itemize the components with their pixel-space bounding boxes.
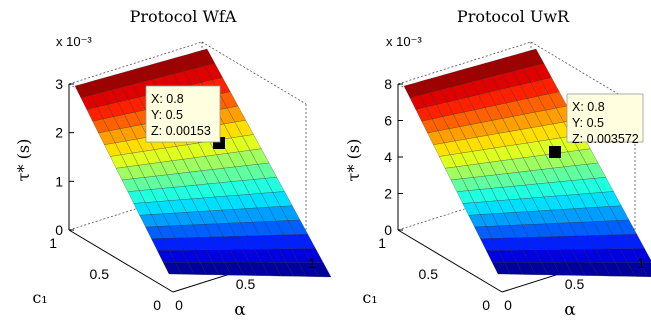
z-axis-label: τ* (s) xyxy=(344,139,363,182)
datatip-box[interactable] xyxy=(145,85,221,143)
surface-patch xyxy=(639,262,651,278)
box-back-edge xyxy=(201,41,307,105)
alpha-tick-label: 0.5 xyxy=(565,276,585,292)
z-tick-label: 0 xyxy=(55,222,63,238)
c1-tick-label: 0 xyxy=(153,297,161,313)
alpha-tick-label: 0 xyxy=(504,297,512,313)
datatip-z: Z: 0.00153 xyxy=(151,124,211,138)
alpha-tick-label: 0.5 xyxy=(236,276,256,292)
z-tick-label: 6 xyxy=(384,113,392,129)
c1-tick-label: 1 xyxy=(378,235,386,251)
datatip-x: X: 0.8 xyxy=(151,92,184,106)
z-tick-label: 4 xyxy=(384,149,392,165)
alpha-tick-label: 0 xyxy=(175,297,183,313)
box-back-edge xyxy=(68,41,203,85)
c1-tick-label: 0 xyxy=(482,297,490,313)
datatip-z: Z: 0.003572 xyxy=(572,132,639,146)
c1-tick-label: 1 xyxy=(49,235,57,251)
c1-tick-label: 0.5 xyxy=(419,266,439,282)
c1-axis-label: c₁ xyxy=(32,288,47,307)
exponent-label: x 10⁻³ xyxy=(56,34,92,49)
z-tick-label: 2 xyxy=(55,125,63,141)
z-tick-label: 3 xyxy=(55,76,63,92)
c1-tick-label: 0.5 xyxy=(90,266,110,282)
datatip-box[interactable] xyxy=(566,93,644,143)
surface-patch xyxy=(632,248,651,263)
c1-axis-line xyxy=(68,229,174,293)
exponent-label: x 10⁻³ xyxy=(386,34,422,49)
c1-axis-line xyxy=(397,229,503,293)
alpha-axis-label: α xyxy=(564,300,576,320)
surface-patch xyxy=(310,262,332,278)
datatip-y: Y: 0.5 xyxy=(151,108,183,122)
z-tick-label: 1 xyxy=(55,173,63,189)
datatip-marker[interactable] xyxy=(549,146,561,158)
datatip-y: Y: 0.5 xyxy=(572,116,604,130)
chart-title: Protocol UwR xyxy=(457,7,570,26)
z-tick-label: 2 xyxy=(384,186,392,202)
c1-axis-label: c₁ xyxy=(362,288,377,307)
alpha-axis-label: α xyxy=(234,300,246,320)
box-back-edge xyxy=(397,41,532,85)
z-tick-label: 0 xyxy=(384,222,392,238)
z-axis-label: τ* (s) xyxy=(14,139,33,182)
chart-title: Protocol WfA xyxy=(130,7,237,26)
alpha-tick-label: 1 xyxy=(637,255,645,271)
datatip-x: X: 0.8 xyxy=(572,100,605,114)
z-tick-label: 8 xyxy=(384,76,392,92)
alpha-tick-label: 1 xyxy=(308,255,316,271)
